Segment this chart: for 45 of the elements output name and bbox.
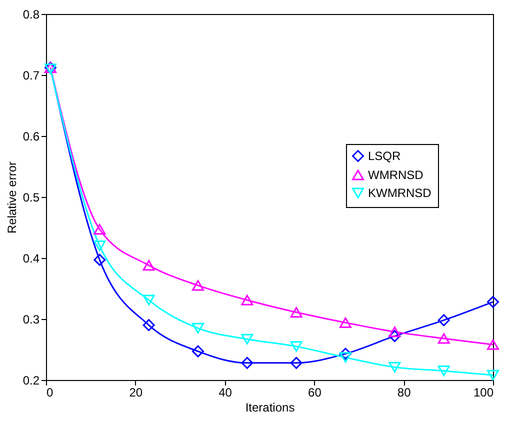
point <box>241 356 254 369</box>
point <box>438 333 450 344</box>
point <box>290 307 302 318</box>
point <box>388 330 401 342</box>
point <box>192 345 204 358</box>
point <box>339 348 352 360</box>
point <box>339 317 352 328</box>
point <box>241 334 254 344</box>
y-axis-title: Relative error <box>4 161 19 234</box>
point <box>438 314 450 326</box>
point <box>94 254 106 266</box>
x-tick-label: 60 <box>308 386 322 400</box>
x-tick-label: 40 <box>218 386 232 400</box>
point <box>487 296 499 308</box>
point <box>142 319 155 332</box>
point <box>438 366 450 376</box>
x-axis-title: Iterations <box>245 400 295 414</box>
point <box>241 294 254 306</box>
point <box>487 370 499 380</box>
point <box>94 240 106 252</box>
point <box>388 362 401 372</box>
y-tick-label: 0.4 <box>22 252 40 266</box>
point <box>388 326 401 338</box>
point <box>339 352 352 363</box>
y-tick-label: 0.6 <box>22 130 40 144</box>
legend-label: KWMRNSD <box>368 186 432 200</box>
point <box>290 341 302 352</box>
point <box>94 224 106 235</box>
point <box>290 356 302 369</box>
y-tick-label: 0.7 <box>22 68 40 82</box>
y-tick-label: 0.3 <box>22 312 40 326</box>
x-tick-label: 100 <box>473 386 494 400</box>
point <box>142 294 155 306</box>
y-tick-label: 0.8 <box>22 8 40 22</box>
point <box>192 322 204 334</box>
point <box>142 260 155 271</box>
x-tick-label: 80 <box>397 386 412 400</box>
point <box>192 280 204 291</box>
x-tick-label: 20 <box>129 386 143 400</box>
x-tick-label: 0 <box>46 386 54 400</box>
legend-label: LSQR <box>368 149 402 163</box>
y-tick-label: 0.2 <box>22 374 40 388</box>
y-tick-label: 0.5 <box>22 190 40 204</box>
legend-label: WMRNSD <box>368 168 424 182</box>
point <box>487 339 499 350</box>
